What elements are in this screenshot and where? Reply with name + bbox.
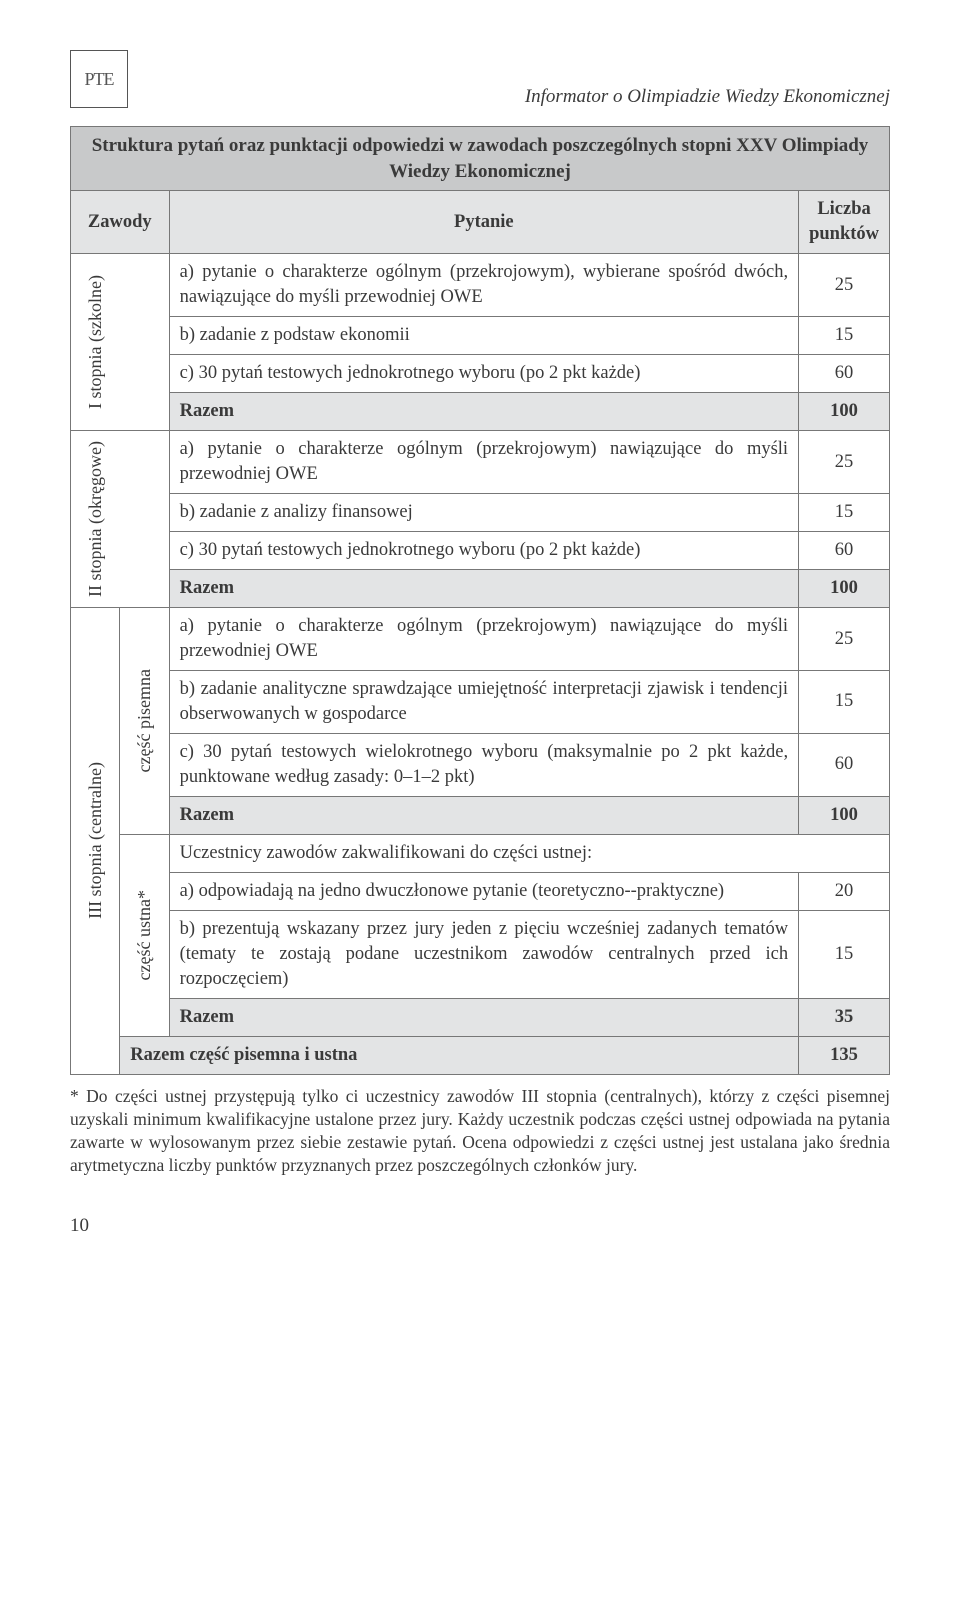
stage3-o-p-a: 20 bbox=[799, 872, 890, 910]
stage3-written-label: część pisemna bbox=[130, 665, 158, 776]
stage1-p-c: 60 bbox=[799, 355, 890, 393]
stage1-label-cell: I stopnia (szkolne) bbox=[71, 254, 170, 431]
stage1-q-c: c) 30 pytań testowych jednokrotnego wybo… bbox=[169, 355, 798, 393]
pte-logo: PTE bbox=[70, 50, 128, 108]
stage1-label: I stopnia (szkolne) bbox=[81, 271, 109, 413]
stage3-w-p-a: 25 bbox=[799, 608, 890, 671]
scoring-table: Struktura pytań oraz punktacji odpowiedz… bbox=[70, 126, 890, 1075]
stage3-label-cell: III stopnia (centralne) bbox=[71, 608, 120, 1075]
stage3-total-label: Razem część pisemna i ustna bbox=[120, 1036, 799, 1074]
page-header: PTE Informator o Olimpiadzie Wiedzy Ekon… bbox=[70, 50, 890, 108]
stage3-o-sum: 35 bbox=[799, 998, 890, 1036]
stage3-o-p-b: 15 bbox=[799, 910, 890, 998]
stage2-q-c: c) 30 pytań testowych jednokrotnego wybo… bbox=[169, 532, 798, 570]
page-number: 10 bbox=[70, 1215, 890, 1237]
col-stage: Zawody bbox=[71, 191, 170, 254]
footnote: * Do części ustnej przystępują tylko ci … bbox=[70, 1085, 890, 1177]
col-points: Liczba punktów bbox=[799, 191, 890, 254]
stage2-p-a: 25 bbox=[799, 431, 890, 494]
col-question: Pytanie bbox=[169, 191, 798, 254]
stage3-o-q-b: b) prezentują wskazany przez jury jeden … bbox=[169, 910, 798, 998]
stage2-q-a: a) pytanie o charakterze ogólnym (przekr… bbox=[169, 431, 798, 494]
stage3-w-p-b: 15 bbox=[799, 670, 890, 733]
stage1-p-a: 25 bbox=[799, 254, 890, 317]
stage3-w-p-c: 60 bbox=[799, 733, 890, 796]
stage2-label-cell: II stopnia (okręgowe) bbox=[71, 431, 170, 608]
stage3-written-label-cell: część pisemna bbox=[120, 608, 169, 835]
publication-title: Informator o Olimpiadzie Wiedzy Ekonomic… bbox=[525, 86, 890, 108]
table-title: Struktura pytań oraz punktacji odpowiedz… bbox=[71, 127, 890, 191]
stage3-o-sum-label: Razem bbox=[169, 998, 798, 1036]
stage2-p-b: 15 bbox=[799, 494, 890, 532]
stage2-label: II stopnia (okręgowe) bbox=[81, 437, 109, 601]
stage3-w-q-a: a) pytanie o charakterze ogólnym (przekr… bbox=[169, 608, 798, 671]
stage1-q-b: b) zadanie z podstaw ekonomii bbox=[169, 317, 798, 355]
stage2-sum-label: Razem bbox=[169, 570, 798, 608]
stage3-w-q-b: b) zadanie analityczne sprawdzające umie… bbox=[169, 670, 798, 733]
stage3-total: 135 bbox=[799, 1036, 890, 1074]
stage3-oral-label: część ustna* bbox=[130, 886, 158, 984]
stage2-p-c: 60 bbox=[799, 532, 890, 570]
stage3-label: III stopnia (centralne) bbox=[81, 758, 109, 923]
stage3-oral-intro: Uczestnicy zawodów zakwalifikowani do cz… bbox=[169, 834, 889, 872]
stage3-oral-label-cell: część ustna* bbox=[120, 834, 169, 1036]
stage3-w-sum-label: Razem bbox=[169, 796, 798, 834]
stage1-sum-label: Razem bbox=[169, 393, 798, 431]
stage3-w-sum: 100 bbox=[799, 796, 890, 834]
stage3-o-q-a: a) odpowiadają na jedno dwuczłonowe pyta… bbox=[169, 872, 798, 910]
stage2-sum: 100 bbox=[799, 570, 890, 608]
stage2-q-b: b) zadanie z analizy finansowej bbox=[169, 494, 798, 532]
stage1-q-a: a) pytanie o charakterze ogólnym (przekr… bbox=[169, 254, 798, 317]
stage3-w-q-c: c) 30 pytań testowych wielokrotnego wybo… bbox=[169, 733, 798, 796]
stage1-sum: 100 bbox=[799, 393, 890, 431]
logo-text: PTE bbox=[84, 70, 113, 88]
stage1-p-b: 15 bbox=[799, 317, 890, 355]
